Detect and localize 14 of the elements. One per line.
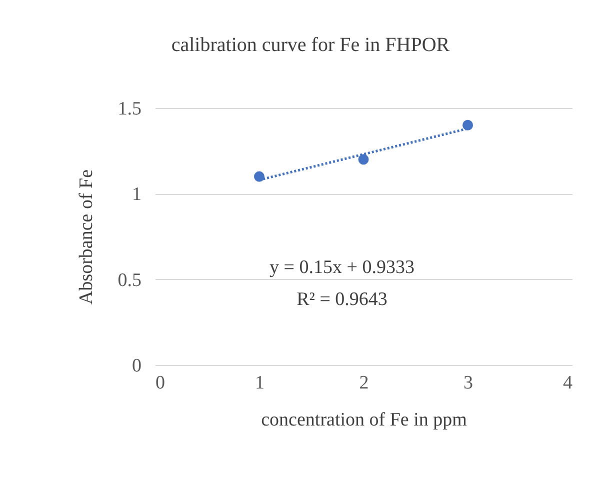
x-tick-label: 4 xyxy=(563,372,573,394)
x-axis-title: concentration of Fe in ppm xyxy=(261,410,468,430)
annotation: y = 0.15x + 0.9333 xyxy=(270,257,414,278)
x-tick-label: 3 xyxy=(464,372,473,394)
x-tick-label: 1 xyxy=(255,372,264,394)
y-tick-label: 1 xyxy=(132,184,142,206)
y-tick-label: 0.5 xyxy=(118,270,142,291)
y-tick-label: 1.5 xyxy=(118,98,142,120)
chart-title: calibration curve for Fe in FHPOR xyxy=(171,34,450,56)
x-tick-label: 2 xyxy=(359,372,369,394)
x-tick-label: 0 xyxy=(156,372,165,394)
annotation: R² = 0.9643 xyxy=(296,289,388,310)
y-tick-label: 0 xyxy=(132,356,142,376)
y-axis-title: Absorbance of Fe xyxy=(76,169,97,305)
